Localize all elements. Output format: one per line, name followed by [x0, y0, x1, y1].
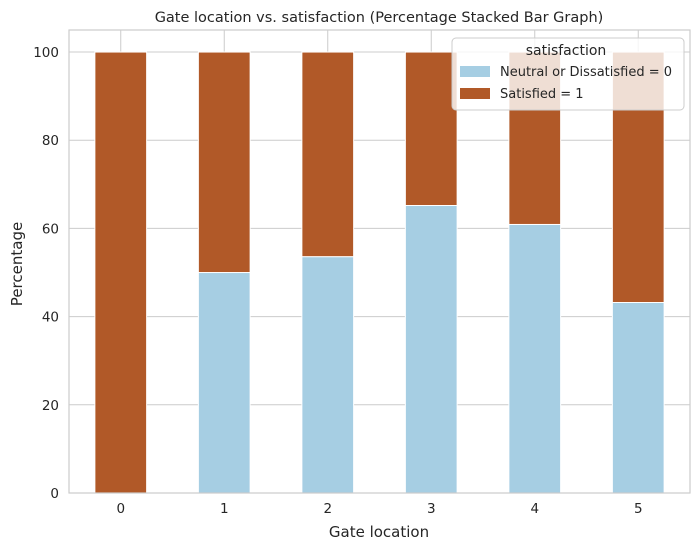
legend-swatch — [460, 88, 490, 99]
x-tick-label: 0 — [116, 501, 125, 517]
bar-segment-neutral-or-dissatisfied-gate-2 — [301, 256, 355, 494]
bar-segment-satisfied-gate-0 — [94, 51, 148, 494]
bar-segment-satisfied-gate-1 — [197, 51, 251, 274]
x-tick-label: 4 — [530, 501, 539, 517]
x-tick-label: 2 — [323, 501, 332, 517]
plot-frame — [68, 29, 691, 494]
bar-segment-neutral-or-dissatisfied-gate-1 — [197, 272, 251, 494]
legend-title: satisfaction — [526, 43, 607, 59]
legend-entry-label: Satisfied = 1 — [500, 87, 584, 102]
x-tick-label: 5 — [634, 501, 643, 517]
bar-segment-neutral-or-dissatisfied-gate-5 — [611, 302, 665, 494]
chart-title: Gate location vs. satisfaction (Percenta… — [155, 10, 604, 26]
legend-box — [451, 37, 685, 111]
bar-segment-neutral-or-dissatisfied-gate-4 — [508, 223, 562, 494]
y-tick-label: 40 — [42, 310, 59, 326]
y-tick-label: 0 — [50, 486, 59, 502]
x-axis-label: Gate location — [329, 523, 429, 541]
bar-segment-satisfied-gate-3 — [404, 51, 458, 206]
bar-segment-satisfied-gate-2 — [301, 51, 355, 258]
y-tick-label: 100 — [33, 45, 59, 61]
y-tick-label: 60 — [42, 221, 59, 237]
y-axis-label: Percentage — [8, 222, 26, 306]
bar-segment-neutral-or-dissatisfied-gate-3 — [404, 204, 458, 494]
x-tick-label: 3 — [427, 501, 436, 517]
legend: satisfaction Neutral or Dissatisfied = 0… — [451, 37, 685, 111]
legend-entry-label: Neutral or Dissatisfied = 0 — [500, 65, 672, 80]
x-tick-label: 1 — [220, 501, 229, 517]
y-tick-label: 80 — [42, 133, 59, 149]
y-tick-label: 20 — [42, 398, 59, 414]
legend-swatch — [460, 66, 490, 77]
